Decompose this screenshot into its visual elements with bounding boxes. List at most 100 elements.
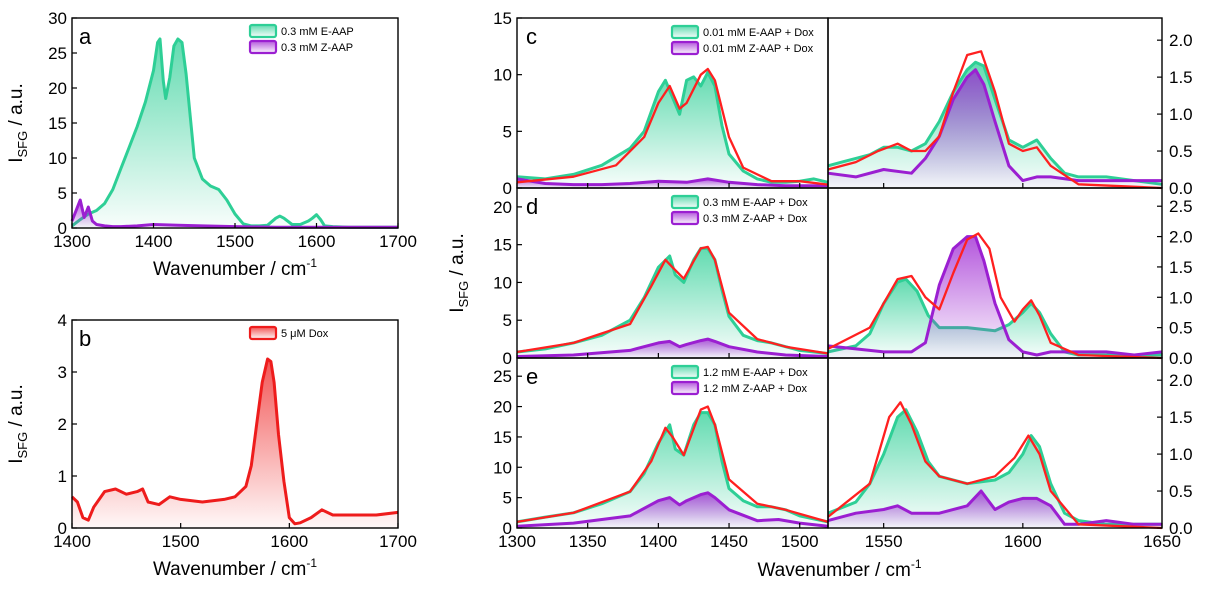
left-series-0-fill [517, 412, 828, 528]
y-tick-label: 0.5 [1169, 482, 1193, 501]
y-tick-label: 10 [493, 273, 512, 292]
legend-label: 5 μM Dox [281, 328, 329, 340]
legend-swatch [670, 40, 700, 56]
y-axis-label: ISFG / a.u. [6, 384, 30, 464]
left-series-1-line [516, 337, 829, 358]
x-tick-label: 1500 [162, 532, 200, 551]
y-tick-label: 0.0 [1169, 179, 1193, 198]
panel-a: 1300 1400 1500 1600 1700 0 5 10 15 20 25 30 a 0.3 mM … [6, 9, 417, 280]
y-tick-label: 20 [48, 79, 67, 98]
panel-label: b [79, 326, 91, 351]
right-series-2-line [827, 50, 1163, 190]
series-0-line [70, 357, 399, 526]
right-series-1-line [827, 68, 1162, 183]
y-tick-label: 1.5 [1169, 258, 1193, 277]
right-series-1-fill [828, 69, 1162, 188]
y-axis-label: ISFG / a.u. [6, 83, 30, 163]
panel-c: 0 5 10 15 0.0 0.5 1.0 1.5 2.0 c 0.01 mM E-AAP + Do… [493, 9, 1193, 198]
y-tick-label: 0.5 [1169, 319, 1193, 338]
legend-label: 0.01 mM Z-AAP + Dox [703, 43, 814, 55]
y-tick-label: 1.0 [1169, 445, 1193, 464]
legend-swatch [248, 325, 278, 341]
legend-label: 0.3 mM E-AAP [281, 26, 354, 38]
series-0-fill [72, 359, 398, 528]
series-0-line [71, 37, 398, 229]
legend-swatch [670, 24, 700, 40]
y-tick-label: 15 [48, 114, 67, 133]
y-tick-label: 0 [58, 519, 67, 538]
panel-e: 0 5 10 15 20 25 0.0 0.5 1.0 1.5 2.0 1300 1350 1400 145… [493, 357, 1193, 581]
y-tick-label: 25 [48, 44, 67, 63]
x-tick-label: 1300 [53, 232, 91, 251]
y-tick-label: 15 [493, 428, 512, 447]
legend-swatch [670, 364, 700, 380]
y-tick-label: 0.0 [1169, 519, 1193, 538]
y-tick-label: 20 [493, 398, 512, 417]
y-axis-label: ISFG / a.u. [447, 233, 471, 313]
x-axis-label: Wavenumber / cm-1 [757, 557, 921, 581]
x-tick-label: 1400 [639, 532, 677, 551]
x-tick-label: 1300 [498, 532, 536, 551]
y-tick-label: 5 [503, 489, 512, 508]
right-plot [827, 401, 1163, 530]
x-tick-label: 1400 [53, 532, 91, 551]
x-tick-label: 1350 [569, 532, 607, 551]
left-plot [516, 67, 829, 188]
y-tick-label: 0 [503, 179, 512, 198]
y-tick-label: 0.5 [1169, 142, 1193, 161]
left-series-0-fill [517, 248, 828, 358]
x-tick-label: 1500 [781, 532, 819, 551]
y-tick-label: 3 [58, 363, 67, 382]
right-plot [827, 50, 1163, 190]
y-tick-label: 2 [58, 415, 67, 434]
y-tick-label: 1.0 [1169, 288, 1193, 307]
left-series-2-line [516, 405, 829, 524]
x-tick-label: 1400 [135, 232, 173, 251]
left-series-1-line [516, 177, 828, 188]
x-tick-label: 1700 [379, 532, 417, 551]
panel-b: 1400 1500 1600 1700 0 1 2 3 4b 5 μM Dox ISFG / a.u… [6, 311, 417, 580]
x-axis-label: Wavenumber / cm-1 [153, 556, 317, 580]
legend-swatch [248, 39, 278, 55]
y-tick-label: 5 [503, 122, 512, 141]
y-tick-label: 25 [493, 367, 512, 386]
right-series-1-fill [828, 236, 1162, 358]
x-tick-label: 1700 [379, 232, 417, 251]
y-tick-label: 15 [493, 236, 512, 255]
y-tick-label: 4 [58, 311, 67, 330]
legend-label: 1.2 mM Z-AAP + Dox [703, 383, 808, 395]
series-0-fill [72, 39, 398, 228]
x-tick-label: 1500 [216, 232, 254, 251]
y-tick-label: 2.5 [1169, 197, 1193, 216]
legend-label: 0.01 mM E-AAP + Dox [703, 27, 814, 39]
legend-swatch [670, 194, 700, 210]
left-plot [516, 245, 829, 358]
y-tick-label: 5 [503, 311, 512, 330]
y-tick-label: 20 [493, 198, 512, 217]
legend-label: 0.3 mM E-AAP + Dox [703, 197, 808, 209]
left-plot [516, 405, 829, 528]
y-tick-label: 2.0 [1169, 31, 1193, 50]
right-series-0-fill [828, 409, 1162, 528]
legend-swatch [670, 380, 700, 396]
legend-swatch [670, 210, 700, 226]
y-tick-label: 1.5 [1169, 68, 1193, 87]
panel-d: 0 5 10 15 20 0.0 0.5 1.0 1.5 2.0 2.5 d 0.3 mM E-AAP … [447, 187, 1193, 368]
left-series-0-fill [517, 72, 828, 188]
x-tick-label: 1550 [865, 532, 903, 551]
y-tick-label: 1 [58, 467, 67, 486]
panel-label: d [526, 194, 538, 219]
right-series-1-line [827, 235, 1163, 357]
right-plot [827, 232, 1163, 360]
x-axis-label: Wavenumber / cm-1 [153, 256, 317, 280]
right-series-0-line [827, 408, 1162, 526]
x-tick-label: 1450 [710, 532, 748, 551]
legend-label: 0.3 mM Z-AAP [281, 42, 353, 54]
legend-label: 1.2 mM E-AAP + Dox [703, 367, 808, 379]
y-tick-label: 2.0 [1169, 228, 1193, 247]
y-tick-label: 10 [48, 149, 67, 168]
y-tick-label: 0 [58, 219, 67, 238]
panel-label: c [526, 24, 537, 49]
left-series-2-line [516, 245, 829, 355]
